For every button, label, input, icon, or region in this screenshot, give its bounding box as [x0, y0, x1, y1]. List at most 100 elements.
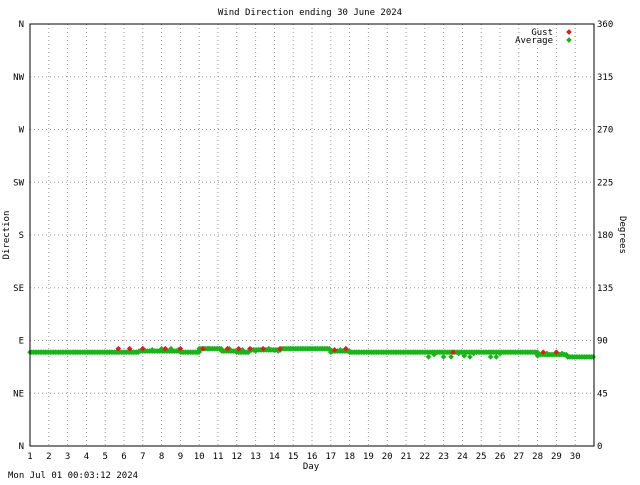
chart-title: Wind Direction ending 30 June 2024 [218, 8, 402, 18]
legend-marker-average [566, 37, 572, 43]
x-tick-label: 13 [250, 452, 261, 462]
average-point [497, 350, 503, 357]
y-tick-label-right: 0 [597, 442, 602, 452]
x-tick-label: 26 [495, 452, 506, 462]
x-tick-label: 6 [121, 452, 126, 462]
x-axis-label: Day [303, 462, 320, 472]
x-tick-label: 8 [159, 452, 164, 462]
x-tick-label: 19 [363, 452, 374, 462]
y-tick-label-left: S [19, 231, 24, 241]
y-tick-label-right: 180 [597, 231, 613, 241]
gust-point [331, 347, 338, 353]
x-tick-label: 15 [288, 452, 299, 462]
gust-point [200, 345, 206, 352]
average-point [337, 347, 344, 353]
average-point [467, 354, 473, 360]
average-point [559, 350, 565, 357]
y-tick-label-left: N [19, 20, 24, 30]
gust-point [277, 345, 283, 352]
x-tick-label: 25 [476, 452, 487, 462]
gust-point [260, 345, 266, 352]
legend: Gust Average [515, 28, 572, 46]
y-tick-label-right: 360 [597, 20, 613, 30]
average-point [158, 345, 165, 352]
x-tick-label: 23 [438, 452, 449, 462]
y-tick-label-left: SW [13, 178, 24, 188]
gust-point [247, 345, 253, 352]
gust-point [115, 345, 122, 352]
x-tick-label: 16 [307, 452, 318, 462]
y-tick-label-right: 90 [597, 337, 608, 347]
average-point [265, 345, 272, 352]
y-tick-label-right: 225 [597, 178, 613, 188]
y-tick-label-left: W [19, 126, 25, 136]
y-tick-label-left: SE [13, 284, 24, 294]
x-tick-label: 20 [382, 452, 393, 462]
gust-point [540, 349, 547, 356]
legend-marker-gust [566, 29, 572, 35]
average-point [149, 347, 156, 353]
y-axis-left-ticks: N NE E SE S SW W NW N [13, 20, 24, 452]
average-point [455, 350, 462, 357]
x-tick-label: 30 [570, 452, 581, 462]
gust-point [177, 345, 184, 352]
gust-point [343, 345, 349, 352]
y-tick-label-left: E [19, 337, 24, 347]
gust-point [139, 345, 146, 352]
x-tick-label: 11 [213, 452, 224, 462]
y-axis-right-label: Degrees [617, 216, 627, 254]
x-tick-label: 9 [178, 452, 183, 462]
average-point [425, 354, 432, 360]
average-point [470, 350, 477, 357]
gust-point [235, 345, 242, 352]
x-tick-label: 3 [65, 452, 70, 462]
x-tick-label: 4 [84, 452, 89, 462]
average-point [205, 345, 212, 352]
average-point [493, 354, 500, 360]
average-point [461, 352, 468, 359]
series-gust-points [115, 345, 560, 356]
y-tick-label-left: NW [13, 73, 24, 83]
y-tick-label-right: 270 [597, 126, 613, 136]
gust-point [224, 345, 231, 352]
average-point [448, 354, 454, 360]
x-tick-label: 2 [46, 452, 51, 462]
average-point [196, 348, 203, 354]
legend-label-gust: Gust [531, 28, 553, 38]
x-tick-label: 22 [419, 452, 430, 462]
x-tick-label: 14 [269, 452, 280, 462]
gust-point [553, 349, 560, 356]
x-tick-label: 27 [513, 452, 524, 462]
x-tick-label: 18 [344, 452, 355, 462]
y-tick-label-right: 135 [597, 284, 613, 294]
y-axis-right-ticks: 0 45 90 135 180 225 270 315 360 [597, 20, 613, 452]
x-tick-label: 21 [401, 452, 412, 462]
y-tick-label-left: N [19, 442, 24, 452]
gust-point [162, 345, 169, 352]
average-point [487, 354, 494, 360]
y-axis-left-label: Direction [2, 211, 12, 260]
average-point [431, 351, 438, 358]
average-point [252, 348, 259, 354]
plot-frame [29, 23, 595, 447]
legend-label-average: Average [515, 36, 553, 46]
x-tick-label: 28 [532, 452, 543, 462]
gust-point [450, 349, 456, 356]
x-tick-label: 29 [551, 452, 562, 462]
x-axis-ticks: 1 2 3 4 5 6 7 8 9 10 11 12 13 14 15 16 17 18 19 20 21 22 23 24 2… [27, 452, 580, 462]
y-tick-label-right: 45 [597, 389, 608, 399]
y-tick-label-left: NE [13, 389, 24, 399]
gust-point [126, 345, 133, 352]
average-point [327, 349, 334, 356]
x-tick-label: 10 [194, 452, 205, 462]
average-point [168, 345, 174, 352]
y-tick-label-right: 315 [597, 73, 613, 83]
x-tick-label: 24 [457, 452, 468, 462]
x-tick-label: 17 [325, 452, 336, 462]
x-tick-label: 1 [27, 452, 32, 462]
timestamp: Mon Jul 01 00:03:12 2024 [8, 471, 138, 480]
average-point [440, 354, 447, 360]
x-tick-label: 12 [231, 452, 242, 462]
